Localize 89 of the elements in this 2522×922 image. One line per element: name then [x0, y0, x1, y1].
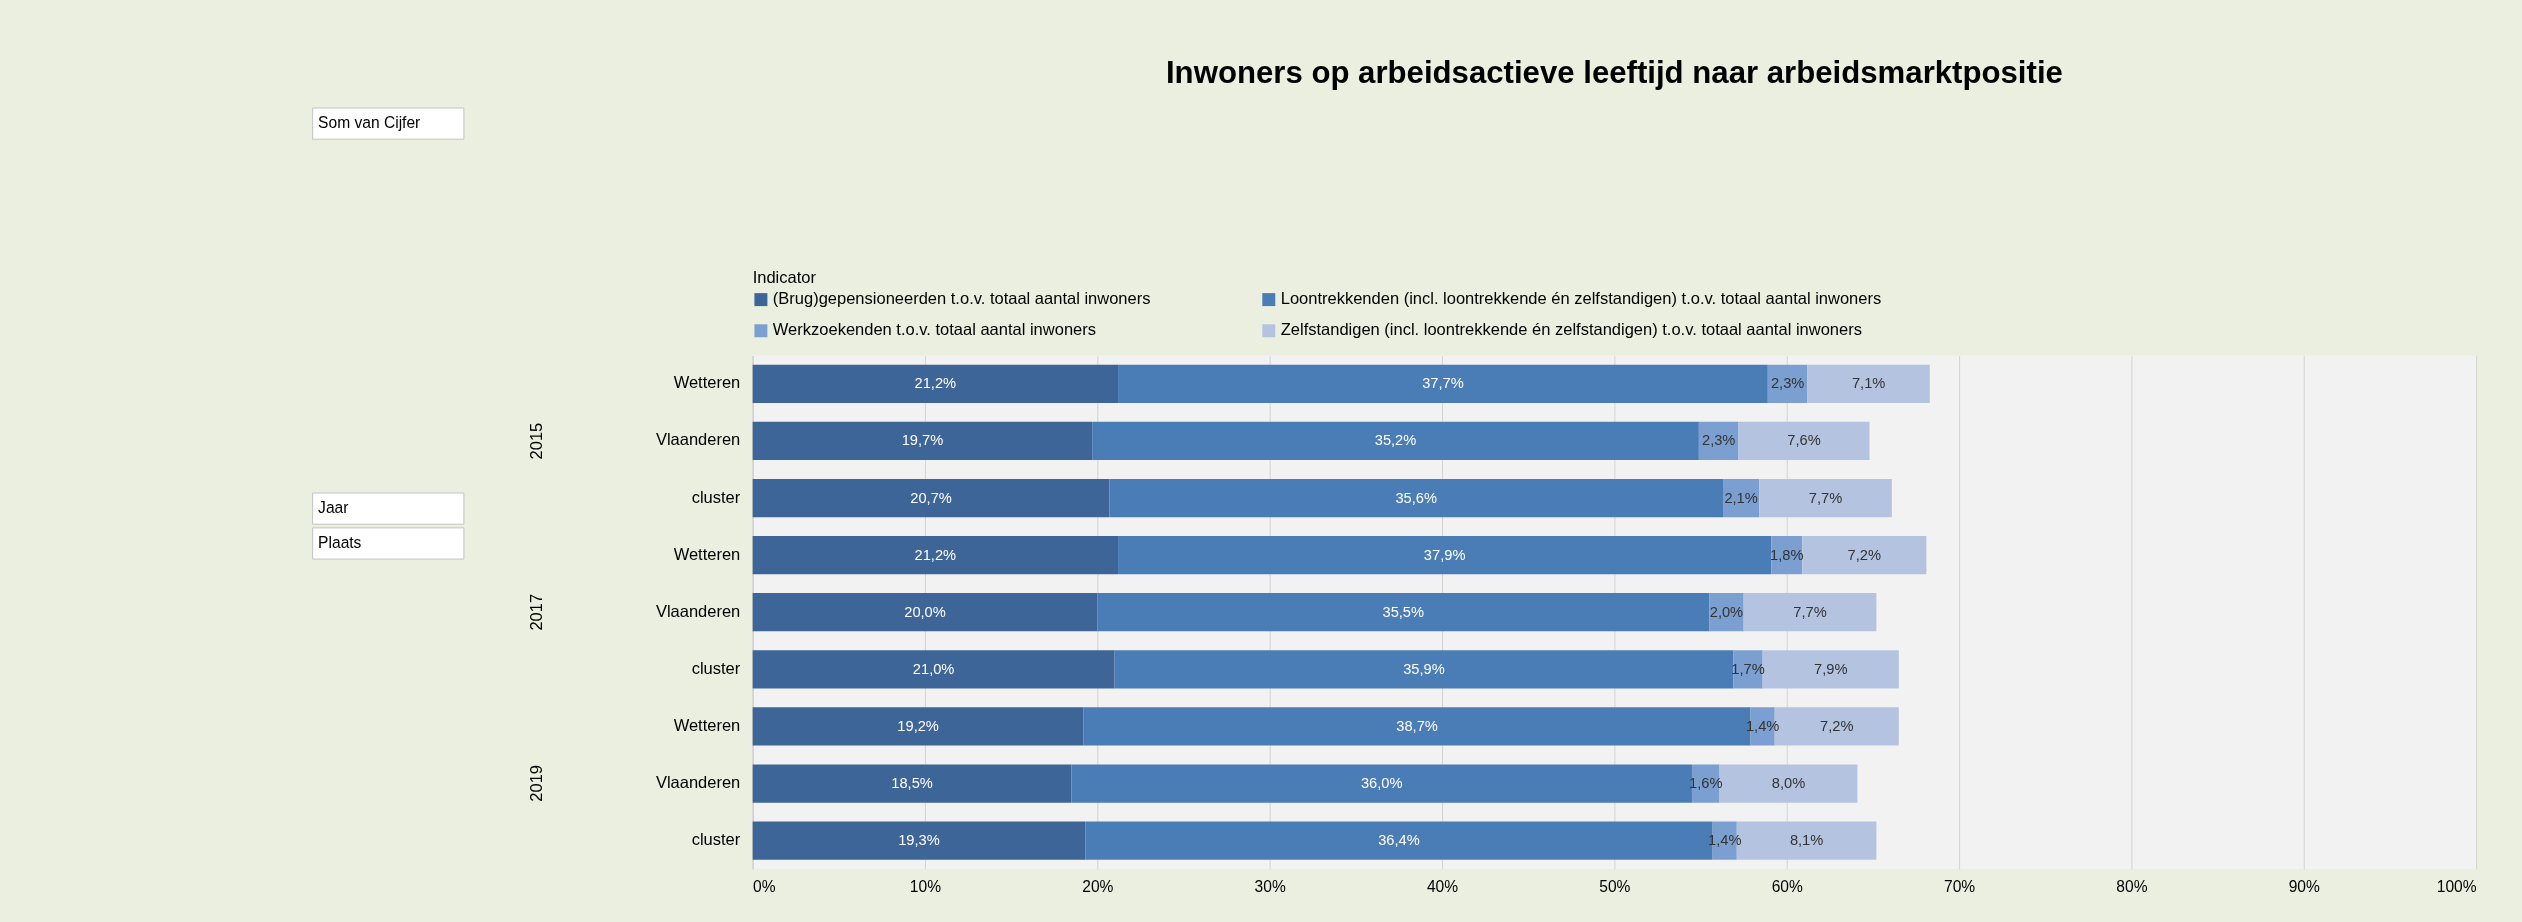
- bar: [752, 478, 1110, 518]
- x-tick-label: 80%: [2116, 878, 2148, 896]
- data-label: 21,2%: [914, 375, 957, 392]
- bar: [752, 593, 1098, 632]
- legend-label: Loontrekkenden (incl. loontrekkende én zelfstandigen) t.o.v. totaal aantal inwoners: [1280, 289, 1882, 308]
- text: 2017: [526, 593, 545, 631]
- data-label: 37,7%: [1422, 375, 1464, 392]
- data-label: 8,1%: [1789, 832, 1824, 849]
- x-tick-label: 20%: [1082, 878, 1114, 896]
- data-label: 18,5%: [891, 775, 933, 792]
- y-tick-label: cluster: [691, 487, 741, 506]
- bar: [1097, 593, 1710, 632]
- y-tick-label: Wetteren: [673, 716, 741, 735]
- bar: [1114, 650, 1734, 689]
- data-label: 37,9%: [1423, 546, 1466, 563]
- data-label: 7,2%: [1820, 718, 1854, 735]
- bar: [752, 364, 1119, 403]
- data-label: 35,9%: [1403, 660, 1445, 677]
- bar: [1118, 364, 1768, 403]
- bar: [1118, 535, 1772, 575]
- x-tick-label: 0%: [753, 878, 776, 896]
- legend-label: (Brug)gepensioneerden t.o.v. totaal aantal inwoners: [772, 289, 1151, 308]
- data-label: 38,7%: [1396, 718, 1438, 735]
- data-label: 2,1%: [1724, 489, 1758, 506]
- x-tick-label: 100%: [2436, 878, 2477, 896]
- data-label: 7,6%: [1787, 432, 1821, 449]
- data-label: 20,0%: [904, 603, 946, 620]
- data-label: 2,3%: [1701, 432, 1736, 449]
- bar: [1071, 764, 1692, 803]
- y-tick-label: Vlaanderen: [655, 773, 741, 792]
- data-label: 1,6%: [1689, 775, 1723, 792]
- bar: [752, 650, 1115, 689]
- x-tick-label: 70%: [1943, 878, 1976, 896]
- x-tick-label: 50%: [1599, 878, 1631, 896]
- bar: [752, 821, 1086, 860]
- y-tick-label: Vlaanderen: [655, 601, 741, 620]
- data-label: 35,2%: [1374, 432, 1417, 449]
- bar: [1807, 364, 1930, 403]
- x-tick-label: 90%: [2288, 878, 2320, 896]
- x-tick-label: 60%: [1771, 878, 1803, 896]
- y-tick-label: Wetteren: [673, 544, 741, 563]
- data-label: 1,8%: [1770, 546, 1804, 563]
- bar: [752, 707, 1084, 746]
- text: Plaats: [318, 534, 362, 552]
- text: Som van Cijfer: [318, 114, 421, 132]
- data-label: 2,3%: [1770, 375, 1805, 392]
- y-tick-label: Vlaanderen: [655, 430, 741, 449]
- chart-title: Inwoners op arbeidsactieve leeftijd naar arbeidsmarktpositie: [1165, 54, 2063, 90]
- y-tick-label: Wetteren: [673, 373, 741, 392]
- legend-label: Zelfstandigen (incl. loontrekkende én zelfstandigen) t.o.v. totaal aantal inwoners: [1280, 320, 1862, 339]
- x-tick-label: 30%: [1254, 878, 1286, 896]
- bar: [1738, 421, 1870, 461]
- bar: [1802, 535, 1927, 575]
- data-label: 1,4%: [1708, 832, 1742, 849]
- legend-label: Werkzoekenden t.o.v. totaal aantal inwoners: [772, 320, 1096, 339]
- data-label: 8,0%: [1771, 775, 1806, 792]
- data-label: 19,3%: [898, 832, 940, 849]
- data-label: 21,0%: [912, 660, 955, 677]
- data-label: 35,5%: [1382, 603, 1425, 620]
- y-tick-label: cluster: [691, 658, 741, 677]
- x-tick-label: 40%: [1426, 878, 1459, 896]
- legend-title: Indicator: [752, 268, 817, 287]
- text: 2019: [526, 764, 545, 802]
- data-label: 21,2%: [914, 546, 957, 563]
- text: Jaar: [318, 499, 349, 517]
- data-label: 1,4%: [1745, 718, 1780, 735]
- bar: [1759, 478, 1892, 518]
- data-label: 19,7%: [901, 432, 944, 449]
- bar: [752, 764, 1072, 803]
- data-label: 19,2%: [897, 718, 939, 735]
- data-label: 7,9%: [1814, 660, 1848, 677]
- data-label: 36,4%: [1378, 832, 1420, 849]
- x-tick-label: 10%: [909, 878, 942, 896]
- bar: [1109, 478, 1723, 518]
- text: 2015: [526, 422, 545, 460]
- bar: [1743, 593, 1877, 632]
- y-tick-label: cluster: [691, 830, 741, 849]
- data-label: 7,7%: [1793, 603, 1827, 620]
- data-label: 7,1%: [1851, 375, 1886, 392]
- data-label: 35,6%: [1395, 489, 1437, 506]
- bar: [1092, 421, 1699, 461]
- data-label: 2,0%: [1709, 603, 1744, 620]
- data-label: 7,2%: [1847, 546, 1882, 563]
- data-label: 7,7%: [1808, 489, 1843, 506]
- data-label: 1,7%: [1731, 660, 1765, 677]
- data-label: 36,0%: [1360, 775, 1403, 792]
- data-label: 20,7%: [910, 489, 952, 506]
- bar: [752, 421, 1093, 461]
- bar: [752, 535, 1119, 575]
